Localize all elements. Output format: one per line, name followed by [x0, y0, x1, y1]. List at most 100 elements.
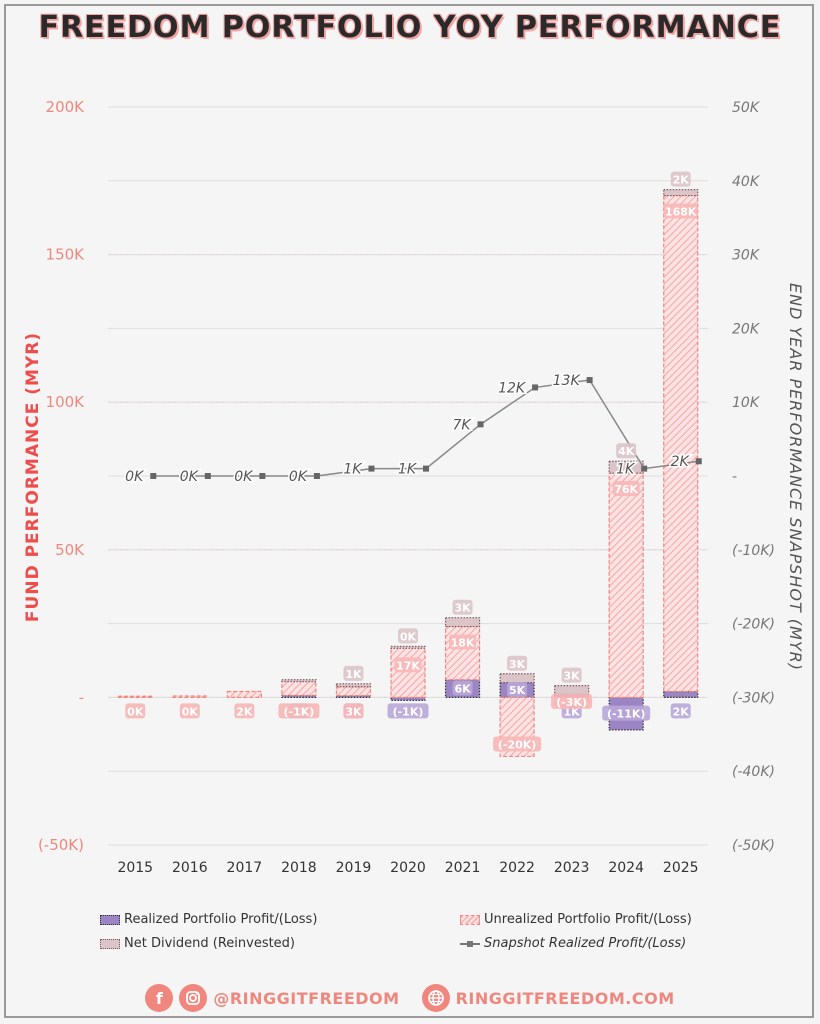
bar-dividend-2025 [663, 189, 699, 197]
label-unrealized-2020-bg [394, 657, 422, 673]
label-dividend-2023: 3K [564, 670, 581, 683]
x-tick-label: 2021 [445, 860, 481, 876]
y-right-tick-label: 30K [732, 248, 761, 264]
snapshot-label-2024: 1K [616, 462, 636, 478]
bar-unrealized-2018 [281, 679, 317, 696]
label-dividend-2020: 0K [400, 630, 417, 643]
snapshot-label-2018: 0K [289, 469, 309, 485]
website-group: RINGGITFREEDOM.COM [421, 984, 675, 1012]
snapshot-point-2017 [259, 473, 266, 479]
y-right-tick-label: 50K [732, 100, 761, 116]
legend-label-realized: Realized Portfolio Profit/(Loss) [124, 912, 318, 927]
legend-swatch-dividend [100, 938, 120, 949]
snapshot-point-2021 [477, 421, 484, 428]
snapshot-label-2020: 1K [398, 462, 418, 478]
label-realized-2020: (-1K) [393, 705, 424, 718]
y-left-tick-label: (-50K) [38, 836, 84, 854]
bar-realized-2019 [335, 695, 372, 698]
label-unrealized-2015-bg [125, 703, 146, 719]
snapshot-label-2022: 12K [498, 380, 527, 396]
y-left-tick-label: 200K [46, 98, 86, 116]
y-right-tick-label: (-20K) [732, 617, 775, 633]
snapshot-point-2022 [532, 384, 539, 391]
legend-label-unrealized: Unrealized Portfolio Profit/(Loss) [484, 912, 692, 927]
bar-unrealized-2025 [663, 194, 699, 693]
bar-dividend-2019 [335, 683, 372, 688]
legend-label-dividend: Net Dividend (Reinvested) [124, 936, 296, 951]
x-tick-label: 2017 [227, 860, 263, 876]
snapshot-label-2016: 0K [180, 469, 200, 485]
social-handle[interactable]: @RINGGITFREEDOM [213, 988, 400, 1008]
y-right-tick-label: 20K [732, 321, 761, 337]
legend-item-dividend: Net Dividend (Reinvested) [100, 936, 295, 951]
bar-dividend-2021 [444, 617, 481, 628]
social-group: f @RINGGITFREEDOM [145, 984, 399, 1012]
label-layer: 0K 0K 2K 0K (-1K) 1K 3K 1K (-1K) 17K 0K 6K 18K 3K 5K (-… [125, 171, 698, 752]
label-unrealized-2023: (-3K) [556, 696, 587, 709]
chart-svg: 0K 0K 0K 0K 1K 1K 7K 12K 13K 1K 2K 0K 0K 2K 0K (-1K) 1K… [23, 98, 805, 876]
bar-unrealized-2019 [335, 686, 372, 697]
label-unrealized-2024-bg [612, 481, 640, 497]
label-unrealized-2019-bg [343, 703, 364, 719]
label-dividend-2024-bg [616, 443, 637, 459]
label-realized-2020-bg [387, 703, 429, 719]
bar-dividend-2020 [390, 645, 426, 649]
bar-realized-2020 [390, 696, 426, 701]
snapshot-point-2025 [695, 458, 702, 465]
legend-item-realized: Realized Portfolio Profit/(Loss) [100, 912, 317, 927]
y-left-tick-label: 150K [46, 246, 86, 264]
label-dividend-2021: 3K [454, 602, 471, 615]
label-unrealized-2021-bg [449, 634, 477, 650]
facebook-icon[interactable]: f [145, 984, 174, 1012]
label-realized-2021: 6K [454, 683, 471, 696]
label-realized-2025-bg [670, 703, 691, 719]
bar-unrealized-2021 [444, 625, 481, 681]
legend-item-unrealized: Unrealized Portfolio Profit/(Loss) [460, 912, 692, 927]
bar-dividend-2018 [281, 679, 317, 683]
legend-swatch-realized [100, 914, 120, 925]
snapshot-point-2023 [586, 377, 593, 384]
label-dividend-2021-bg [452, 599, 473, 615]
label-unrealized-2021: 18K [451, 637, 475, 650]
label-unrealized-2016: 0K [182, 705, 199, 718]
legend-swatch-snapshot [460, 939, 480, 949]
globe-icon[interactable] [421, 984, 450, 1012]
label-dividend-2020-bg [398, 628, 418, 644]
label-unrealized-2020: 17K [396, 659, 420, 672]
x-tick-label: 2023 [554, 860, 590, 876]
x-tick-label: 2019 [336, 860, 372, 876]
label-unrealized-2023-bg [551, 693, 593, 709]
label-realized-2024-bg [602, 705, 651, 721]
label-unrealized-2025: 168K [665, 206, 697, 219]
snapshot-label-2015: 0K [125, 469, 145, 485]
website-link[interactable]: RINGGITFREEDOM.COM [455, 988, 675, 1008]
label-realized-2022: 5K [509, 684, 526, 697]
bar-realized-2025 [663, 690, 699, 698]
bar-dividend-2022 [499, 673, 535, 684]
label-realized-2022-bg [507, 682, 528, 698]
bar-unrealized-2016 [172, 695, 208, 699]
snapshot-point-2016 [204, 473, 211, 479]
label-realized-2021-bg [452, 680, 473, 696]
y-right-tick-label: - [732, 469, 737, 485]
label-dividend-2019: 1K [345, 668, 362, 681]
snapshot-point-2024 [641, 465, 648, 472]
legend-swatch-unrealized [460, 914, 480, 925]
snapshot-label-2019: 1K [343, 462, 363, 478]
x-tick-label: 2018 [281, 860, 317, 876]
snapshot-label-2017: 0K [234, 469, 254, 485]
label-dividend-2022-bg [507, 655, 528, 671]
bar-dividend-2023 [554, 684, 590, 696]
y-right-tick-label: 40K [732, 174, 761, 190]
instagram-icon[interactable] [179, 984, 208, 1012]
x-tick-label: 2016 [172, 860, 208, 876]
y-right-tick-label: (-50K) [732, 838, 775, 854]
chart-title: FREEDOM PORTFOLIO YOY PERFORMANCE [38, 10, 782, 45]
label-unrealized-2022-bg [493, 736, 542, 752]
label-unrealized-2024: 76K [614, 483, 638, 496]
y-left-tick-label: 100K [46, 393, 86, 411]
label-unrealized-2017: 2K [236, 705, 253, 718]
snapshot-label-2021: 7K [452, 417, 472, 433]
y-left-tick-label: - [79, 688, 84, 706]
y-right-tick-label: (-30K) [732, 690, 775, 706]
